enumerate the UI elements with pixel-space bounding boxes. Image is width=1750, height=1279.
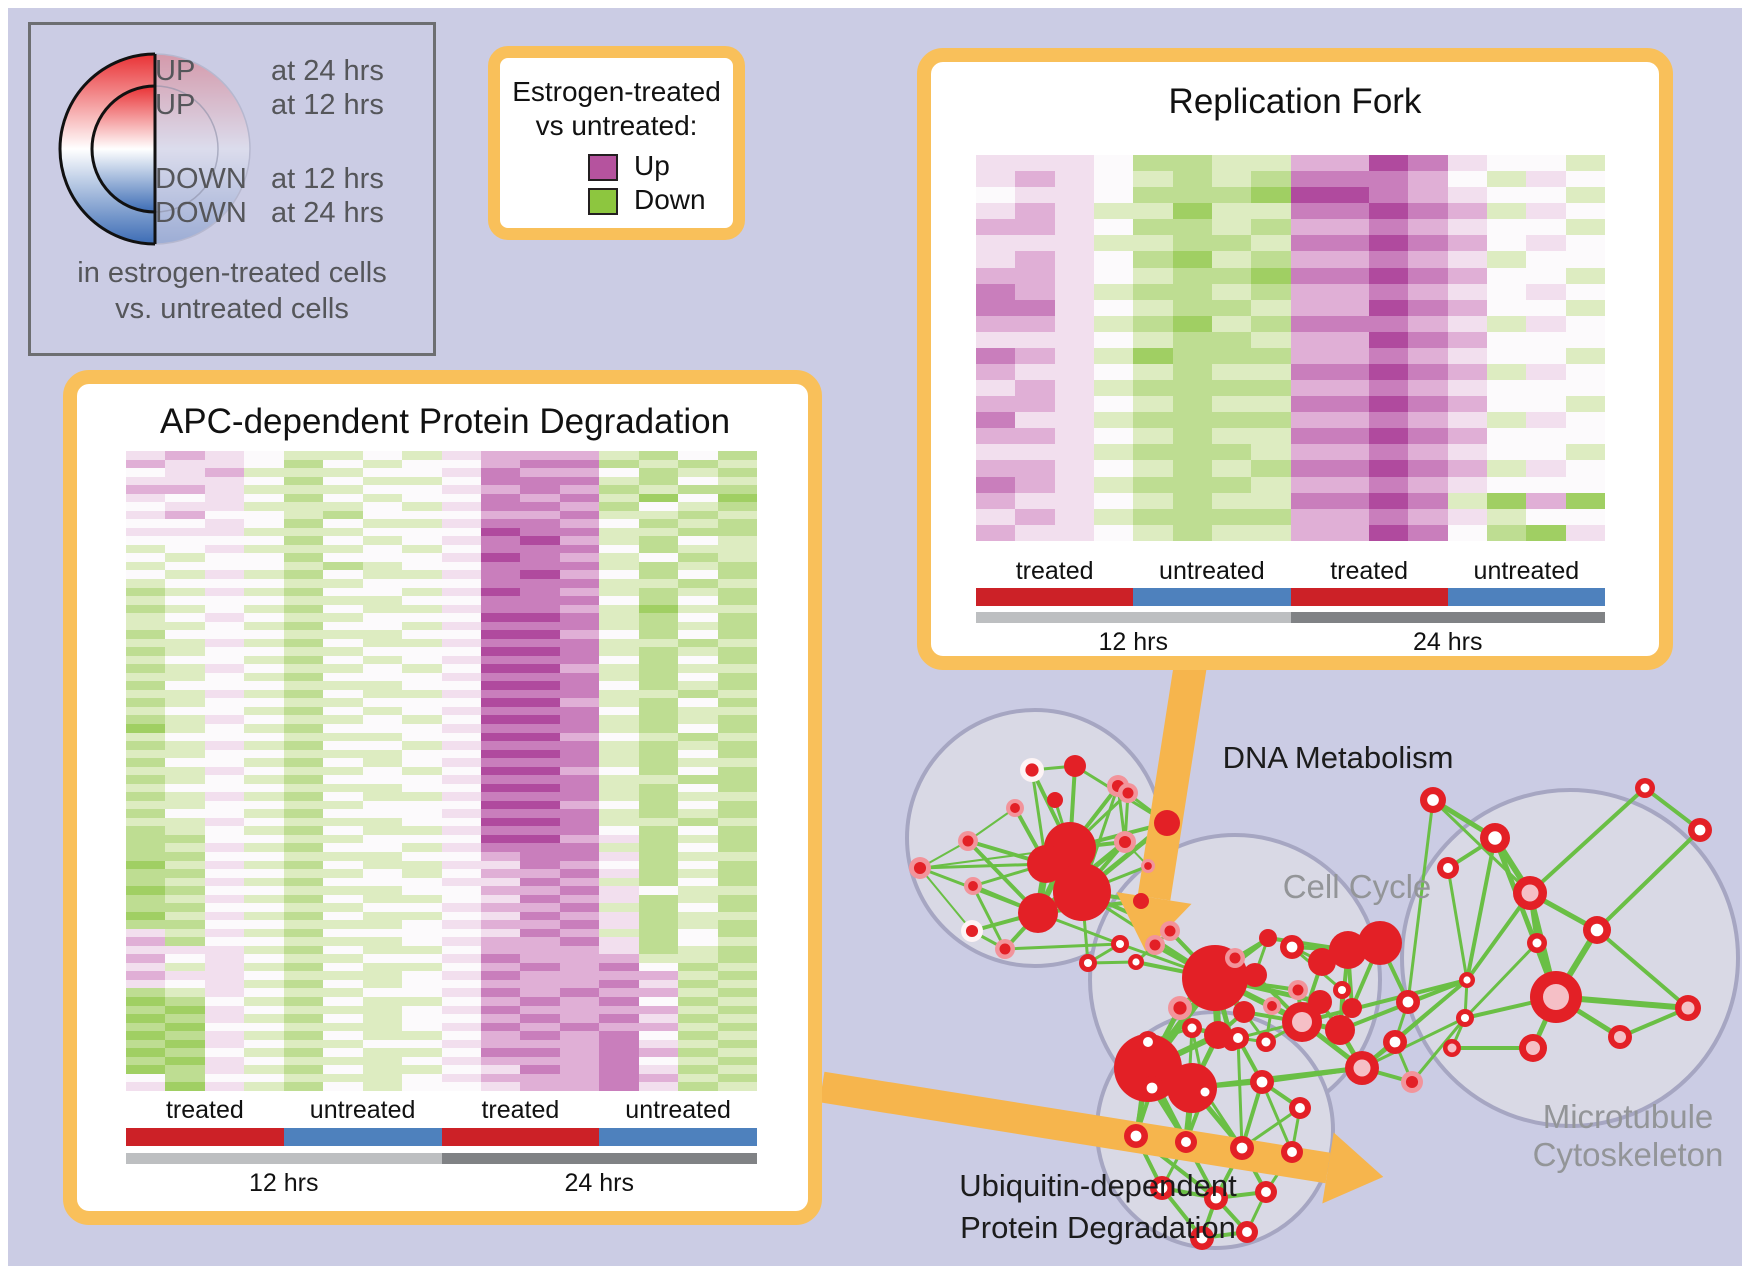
rf-time-label-12: 12 hrs bbox=[1098, 628, 1168, 656]
legend-time-24a: at 24 hrs bbox=[271, 55, 384, 87]
time-12-bar bbox=[976, 612, 1291, 623]
legend-caption-line1: in estrogen-treated cells bbox=[77, 257, 387, 289]
treated-bar bbox=[126, 1128, 284, 1146]
apc-heatmap bbox=[126, 451, 757, 1091]
legend-time-24b: at 24 hrs bbox=[271, 197, 384, 229]
down-color-swatch bbox=[588, 188, 618, 215]
legend-down-inner: DOWN bbox=[155, 163, 247, 195]
apc-group-labels: treated untreated treated untreated bbox=[126, 1096, 757, 1125]
apc-condition-bars bbox=[126, 1128, 757, 1146]
apc-time-label-24: 24 hrs bbox=[564, 1169, 634, 1197]
time-24-bar bbox=[1290, 612, 1605, 623]
treated-bar bbox=[441, 1128, 600, 1146]
untreated-bar bbox=[1133, 588, 1291, 606]
estrogen-color-legend: Estrogen-treated vs untreated: Up Down bbox=[488, 46, 745, 240]
apc-time-labels: 12 hrs 24 hrs bbox=[126, 1169, 757, 1198]
rf-group-label-2: untreated bbox=[1159, 557, 1265, 585]
rf-group-labels: treated untreated treated untreated bbox=[976, 557, 1605, 586]
untreated-bar bbox=[599, 1128, 757, 1146]
time-24-bar bbox=[441, 1153, 757, 1164]
apc-group-label-1: treated bbox=[165, 1096, 244, 1124]
rf-group-label-1: treated bbox=[1015, 557, 1094, 585]
apc-time-label-12: 12 hrs bbox=[249, 1169, 319, 1197]
microtubule-label-line2: Cytoskeleton bbox=[1532, 1136, 1724, 1173]
apc-panel-title: APC-dependent Protein Degradation bbox=[159, 402, 731, 441]
apc-time-bars bbox=[126, 1153, 757, 1164]
estrogen-legend-title-line1: Estrogen-treated bbox=[512, 76, 721, 107]
legend-up-outer: UP bbox=[155, 55, 196, 87]
untreated-bar bbox=[1447, 588, 1605, 606]
apc-group-label-3: treated bbox=[481, 1096, 560, 1124]
apc-group-label-4: untreated bbox=[625, 1096, 731, 1124]
apc-group-label-2: untreated bbox=[309, 1096, 416, 1124]
untreated-bar bbox=[283, 1128, 442, 1146]
treated-bar bbox=[976, 588, 1134, 606]
rf-time-label-24: 24 hrs bbox=[1413, 628, 1483, 656]
up-swatch-label: Up bbox=[634, 150, 670, 181]
rf-panel-title: Replication Fork bbox=[1168, 82, 1422, 121]
dna-metabolism-label: DNA Metabolism bbox=[1222, 740, 1454, 775]
legend-down-outer: DOWN bbox=[155, 197, 247, 229]
microtubule-label-line1: Microtubule bbox=[1542, 1098, 1714, 1135]
rf-time-bars bbox=[976, 612, 1605, 623]
legend-up-inner: UP bbox=[155, 89, 196, 121]
estrogen-legend-title-line2: vs untreated: bbox=[535, 110, 698, 141]
legend-time-12a: at 12 hrs bbox=[271, 89, 384, 121]
cell-cycle-label: Cell Cycle bbox=[1282, 868, 1432, 905]
treated-bar bbox=[1290, 588, 1448, 606]
legend-caption-line2: vs. untreated cells bbox=[115, 293, 349, 325]
replication-fork-panel: Replication Fork treated untreated treat… bbox=[917, 48, 1673, 670]
rf-heatmap bbox=[976, 155, 1605, 541]
down-swatch-label: Down bbox=[634, 184, 706, 215]
concentric-circle-legend: UP at 24 hrs UP at 12 hrs DOWN at 12 hrs… bbox=[28, 22, 436, 356]
rf-time-labels: 12 hrs 24 hrs bbox=[976, 628, 1605, 657]
rf-group-label-3: treated bbox=[1330, 557, 1409, 585]
up-down-gradient-ring-icon bbox=[58, 52, 251, 246]
apc-heatmap-panel: APC-dependent Protein Degradation treate… bbox=[63, 370, 822, 1225]
ubiquitin-label-line2: Protein Degradation bbox=[960, 1210, 1236, 1245]
up-color-swatch bbox=[588, 154, 618, 181]
legend-time-12b: at 12 hrs bbox=[271, 163, 384, 195]
rf-group-label-4: untreated bbox=[1473, 557, 1580, 585]
rf-condition-bars bbox=[976, 588, 1605, 606]
ubiquitin-label-line1: Ubiquitin-dependent bbox=[959, 1168, 1237, 1203]
time-12-bar bbox=[126, 1153, 442, 1164]
